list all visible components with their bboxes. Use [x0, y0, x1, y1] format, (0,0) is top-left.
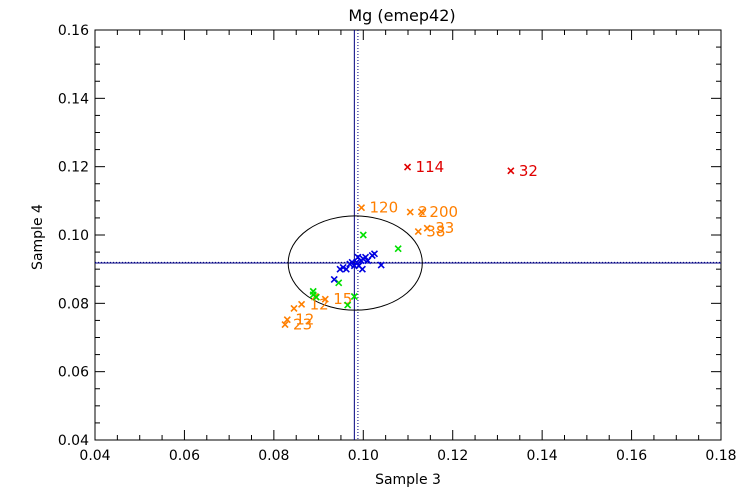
point-label: 38 — [426, 223, 445, 241]
x-tick-label: 0.04 — [79, 448, 110, 464]
data-point — [357, 204, 366, 212]
point-label: 2 — [418, 203, 428, 221]
y-tick-label: 0.14 — [58, 91, 89, 107]
data-point — [377, 261, 385, 269]
data-point — [370, 250, 379, 258]
data-point — [312, 293, 320, 301]
x-tick-label: 0.18 — [705, 448, 736, 464]
data-point — [283, 316, 291, 324]
data-point — [414, 228, 422, 236]
y-tick-label: 0.16 — [58, 23, 89, 39]
plot-frame — [94, 29, 722, 441]
data-point — [281, 320, 289, 329]
y-tick-label: 0.04 — [58, 433, 89, 449]
point-label: 200 — [429, 203, 458, 221]
point-label: 15 — [333, 290, 352, 308]
data-point — [350, 292, 358, 301]
data-point — [344, 301, 352, 309]
data-point — [342, 265, 350, 273]
data-point — [330, 275, 338, 283]
x-tick-label: 0.16 — [616, 448, 647, 464]
data-point — [417, 208, 425, 216]
y-tick-label: 0.06 — [58, 365, 89, 381]
plot-area: 0.04 0.06 0.08 0.10 0.12 0.14 0.16 0.18 0.04 0.06… — [58, 23, 737, 464]
data-point — [359, 231, 367, 239]
point-label: 120 — [369, 199, 398, 217]
data-point — [290, 304, 298, 313]
data-point — [353, 258, 361, 266]
x-tick-label: 0.14 — [527, 448, 558, 464]
y-axis-label: Sample 4 — [30, 204, 46, 270]
confidence-ellipse — [287, 215, 423, 311]
data-point — [358, 265, 366, 273]
y-tick-label: 0.10 — [58, 228, 89, 244]
y-tick-label: 0.08 — [58, 296, 89, 312]
data-point — [423, 224, 431, 232]
data-point — [394, 245, 402, 253]
point-label: 114 — [416, 158, 445, 176]
data-point — [507, 167, 515, 175]
x-tick-label: 0.10 — [348, 448, 379, 464]
point-label: 23 — [293, 316, 312, 334]
x-axis-label: Sample 3 — [375, 472, 441, 488]
point-label: 12 — [295, 311, 314, 329]
data-point — [361, 253, 370, 261]
x-tick-label: 0.12 — [437, 448, 468, 464]
x-tick-label: 0.08 — [258, 448, 289, 464]
data-point — [321, 295, 329, 303]
data-point — [406, 208, 414, 216]
data-point — [298, 300, 306, 308]
x-tick-label: 0.06 — [169, 448, 200, 464]
point-label: 32 — [519, 162, 538, 180]
chart-title: Mg (emep42) — [348, 6, 455, 25]
data-point — [403, 163, 412, 171]
y-tick-label: 0.12 — [58, 160, 89, 176]
point-label: 33 — [435, 219, 454, 237]
